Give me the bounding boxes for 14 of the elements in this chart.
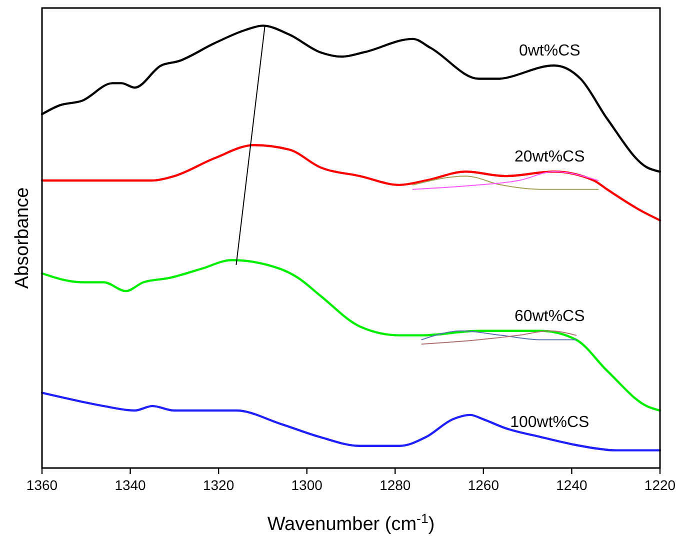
- series-label: 60wt%CS: [514, 308, 585, 325]
- x-axis-title: Wavenumber (cm$^{-1}$): [267, 510, 435, 535]
- series-label: 20wt%CS: [514, 148, 585, 166]
- x-tick-label: 1320: [202, 477, 234, 493]
- x-tick-label: 1260: [468, 477, 500, 493]
- x-tick-label: 1280: [380, 477, 411, 493]
- x-tick-label: 1340: [114, 477, 146, 493]
- x-tick-label: 1240: [556, 477, 588, 493]
- x-tick-label: 1220: [644, 477, 676, 493]
- series-label: 100wt%CS: [510, 414, 590, 432]
- x-tick-label: 1300: [291, 477, 323, 493]
- series-label: 0wt%CS: [518, 42, 580, 60]
- x-tick-label: 1360: [26, 477, 58, 493]
- y-axis-title: Absorbance: [12, 187, 33, 289]
